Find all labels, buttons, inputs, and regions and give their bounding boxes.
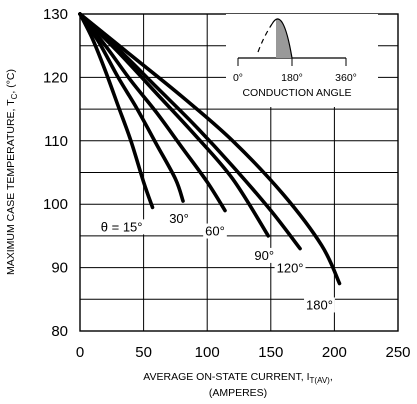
curve-labels: θ = 15° 30° 60° 90°120° 180° (98, 211, 335, 313)
y-tick-label: 120 (43, 69, 68, 86)
series-label-1: 30° (169, 211, 189, 226)
y-tick-label: 80 (51, 323, 68, 340)
series-label-3: 90° (254, 248, 274, 263)
series-line-2 (78, 12, 227, 213)
x-tick-label: 100 (195, 344, 220, 361)
series-label-bg-5 (304, 297, 335, 313)
series-line-1 (78, 12, 185, 203)
x-axis-label-line2: (AMPERES) (209, 387, 267, 399)
inset-tick-label-360: 360° (335, 72, 357, 84)
series-label-bg-0 (98, 219, 145, 235)
y-tick-label: 90 (51, 260, 68, 277)
series-label-bg-4 (274, 260, 306, 276)
inset-dashed-waveform (257, 23, 273, 53)
inset-conduction-area (276, 18, 292, 58)
x-tick-label: 150 (258, 344, 283, 361)
series-label-bg-2 (203, 223, 227, 239)
y-tick-label: 100 (43, 196, 68, 213)
series-label-bg-3 (252, 247, 277, 263)
series-line-3 (78, 12, 271, 238)
curves (78, 12, 342, 286)
series-label-5: 180° (306, 297, 333, 312)
series-label-bg-1 (167, 211, 191, 227)
series-label-2: 60° (205, 224, 225, 239)
x-tick-label: 250 (385, 344, 410, 361)
series-line-4 (78, 12, 302, 251)
y-tick-labels: 80 90 100 110 120 130 (43, 6, 68, 340)
inset-tick-label-180: 180° (281, 72, 303, 84)
inset-label: CONDUCTION ANGLE (242, 87, 351, 99)
inset-waveform (271, 18, 293, 59)
series-line-0 (78, 12, 155, 210)
x-tick-label: 50 (135, 344, 152, 361)
series-label-4: 120° (277, 261, 304, 276)
x-tick-labels: 0 50 100 150 200 250 (76, 344, 411, 361)
y-axis-label: MAXIMUM CASE TEMPERATURE, TC, (°C) (5, 69, 19, 275)
y-tick-label: 110 (44, 133, 68, 150)
inset-tick-label-0: 0° (233, 72, 243, 84)
y-tick-label: 130 (43, 6, 68, 23)
x-axis-label: AVERAGE ON-STATE CURRENT, IT(AV), (143, 371, 333, 385)
x-tick-label: 0 (76, 344, 84, 361)
conduction-angle-inset: 0° 180° 360° CONDUCTION ANGLE (226, 14, 378, 107)
x-tick-label: 200 (322, 344, 347, 361)
series-label-0: θ = 15° (101, 219, 143, 234)
series-line-5 (78, 12, 342, 286)
